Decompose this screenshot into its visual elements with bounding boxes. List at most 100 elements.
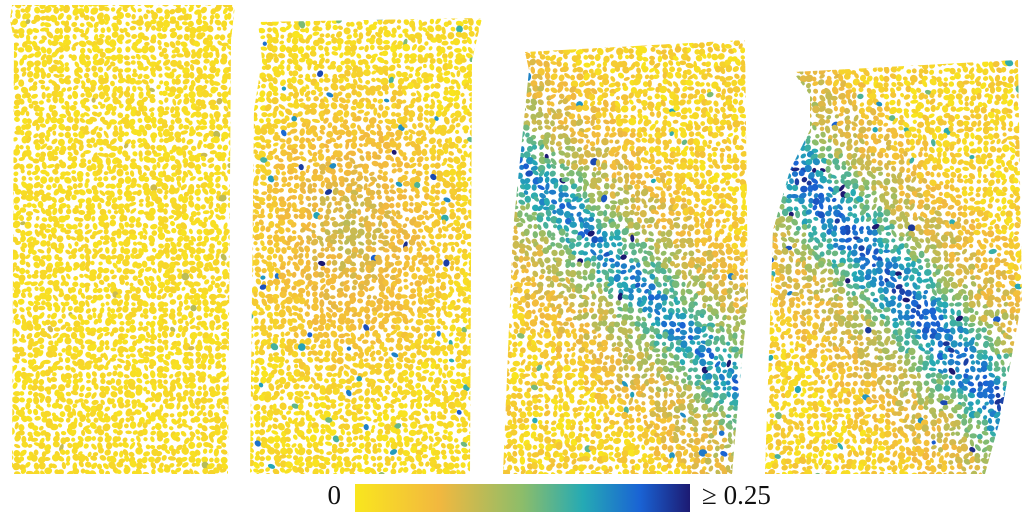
grain [55,234,64,243]
grain [480,11,489,20]
grain [160,0,169,7]
grain [232,110,241,118]
grain [439,205,448,215]
grain [298,308,303,313]
grain [162,437,170,445]
grain [11,337,19,345]
grain [423,40,429,46]
grain [27,52,36,59]
grain [471,189,480,198]
grain [137,138,143,143]
grain [441,26,446,35]
grain [468,92,476,97]
grain [188,382,197,389]
grain [351,285,357,291]
grain [434,17,442,25]
grain [312,18,322,28]
grain [434,339,442,346]
grain [32,27,40,34]
grain [245,50,253,59]
grain [247,166,255,174]
grain [202,16,207,20]
grain [246,27,254,34]
grain [168,426,173,431]
grain [79,253,86,260]
grain [235,158,239,163]
grain [473,46,480,53]
grain [193,58,201,66]
grain [473,393,478,401]
grain [365,330,370,337]
grain [70,21,77,28]
grain [441,245,449,254]
grain [104,405,112,412]
grain [113,209,119,215]
grain [437,331,441,337]
grain [355,52,362,59]
grain [227,450,234,457]
grain [257,96,265,102]
grain [350,142,357,150]
grain [234,377,240,384]
grain [231,179,242,189]
grain [480,254,487,261]
grain [428,370,435,376]
grain [5,441,14,450]
grain [236,0,242,5]
grain [254,317,259,324]
grain [197,305,202,312]
grain [481,31,487,38]
grain [364,415,372,422]
grain [303,245,311,254]
grain [221,395,231,405]
grain [10,251,20,261]
grain [227,338,236,346]
grain [331,260,337,267]
grain [378,355,385,362]
grain [210,300,216,305]
grain [403,11,410,19]
grain [377,19,383,26]
grain [71,170,76,174]
grain [116,370,125,379]
grain [87,159,91,164]
grain [110,215,116,220]
grain [46,47,52,54]
grain [235,332,244,341]
grain [129,223,135,228]
grain [434,233,443,241]
grain [214,324,222,331]
grain [474,39,479,44]
grain [479,403,486,412]
grain [122,465,131,475]
grain [214,457,220,464]
grain [261,112,267,117]
grain [125,21,131,27]
grain [436,154,440,161]
grain [480,169,486,178]
grain [222,409,230,415]
grain [229,79,236,87]
grain [21,367,26,372]
grain [397,167,403,172]
grain [227,455,236,464]
grain [208,122,217,131]
grain [266,239,274,247]
grain [4,98,13,107]
grain [13,443,20,449]
grain [228,234,234,240]
grain [270,96,280,106]
grain [235,78,242,84]
grain [429,318,435,325]
grain [471,162,481,172]
grain [424,175,430,181]
grain [64,125,71,132]
grain [397,238,405,245]
grain [110,347,116,351]
grain [173,370,183,379]
grain [111,370,118,377]
grain [226,470,232,476]
grain [473,63,483,73]
grain [356,289,365,298]
grain [247,351,255,358]
